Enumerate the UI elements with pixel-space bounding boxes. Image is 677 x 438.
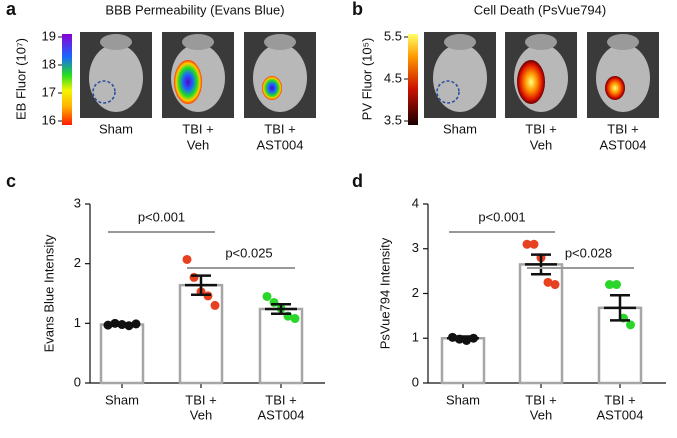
signal [605, 76, 625, 100]
panel-label: b [352, 0, 363, 19]
p-value: p<0.001 [478, 209, 525, 224]
brain-cerebellum [100, 34, 132, 50]
data-point [262, 291, 272, 301]
panel-title: BBB Permeability (Evans Blue) [105, 2, 284, 17]
data-point [210, 300, 220, 310]
data-point [550, 280, 560, 290]
group-label: Sham [443, 121, 477, 136]
y-tick-label: 1 [74, 315, 81, 330]
data-point [182, 254, 192, 264]
x-tick-label: Sham [446, 392, 480, 407]
colorbar-tick-label: 4.5 [384, 70, 402, 85]
y-tick-label: 1 [412, 330, 419, 345]
bar [99, 323, 145, 385]
brain [433, 44, 487, 112]
data-point [543, 277, 553, 287]
p-value: p<0.028 [565, 245, 612, 260]
colorbar [408, 34, 418, 125]
roi [436, 80, 460, 104]
data-point [522, 239, 532, 249]
y-tick-label: 0 [74, 374, 81, 389]
group-label: TBI + [264, 121, 295, 136]
group-label: TBI + [182, 121, 213, 136]
brain-cerebellum [607, 34, 639, 50]
p-value: p<0.001 [138, 209, 185, 224]
colorbar-tick-label: 19 [42, 28, 56, 43]
x-tick-label: TBI + [525, 392, 556, 407]
group-label: Veh [530, 137, 552, 152]
group-label: AST004 [257, 137, 304, 152]
colorbar [62, 34, 72, 125]
y-tick-label: 3 [412, 240, 419, 255]
data-point [529, 239, 539, 249]
data-point [189, 272, 199, 282]
signal [517, 60, 545, 104]
brain [89, 44, 143, 112]
data-point [605, 280, 614, 290]
brain-cerebellum [444, 34, 476, 50]
data-point [612, 280, 621, 290]
group-label: TBI + [607, 121, 638, 136]
panel-label: c [6, 171, 16, 191]
x-tick-label: TBI + [265, 392, 296, 407]
y-tick-label: 2 [74, 255, 81, 270]
y-tick-label: 4 [412, 195, 419, 210]
brain-cerebellum [264, 34, 296, 50]
data-point [626, 320, 635, 330]
colorbar-tick-label: 16 [42, 112, 56, 127]
brain-cerebellum [525, 34, 557, 50]
panel-label: d [352, 171, 363, 191]
roi [92, 80, 116, 104]
x-tick-label: TBI + [604, 392, 635, 407]
x-tick-label: TBI + [185, 392, 216, 407]
y-axis-label: PsVue794 Intensity [377, 237, 392, 349]
colorbar-label: EB Fluor (10⁷) [13, 38, 28, 120]
x-tick-label: AST004 [597, 407, 644, 422]
bar [440, 337, 486, 385]
x-tick-label: Veh [190, 407, 212, 422]
y-tick-label: 0 [412, 374, 419, 389]
colorbar-label: PV Fluor (10⁵) [359, 38, 374, 121]
group-label: Sham [99, 121, 133, 136]
data-point [269, 297, 279, 307]
panel-label: a [6, 0, 17, 19]
bar [178, 283, 224, 385]
group-label: AST004 [600, 137, 647, 152]
y-tick-label: 2 [412, 285, 419, 300]
colorbar-tick-label: 17 [42, 84, 56, 99]
signal [262, 76, 282, 100]
y-axis-label: Evans Blue Intensity [41, 234, 56, 352]
colorbar-tick-label: 5.5 [384, 28, 402, 43]
y-tick-label: 3 [74, 195, 81, 210]
brain [253, 44, 307, 112]
colorbar-tick-label: 3.5 [384, 112, 402, 127]
x-tick-label: Veh [530, 407, 552, 422]
data-point [290, 314, 300, 324]
p-value: p<0.025 [225, 245, 272, 260]
group-label: TBI + [525, 121, 556, 136]
panel-title: Cell Death (PsVue794) [474, 2, 606, 17]
colorbar-tick-label: 18 [42, 56, 56, 71]
brain [596, 44, 650, 112]
brain-cerebellum [182, 34, 214, 50]
group-label: Veh [187, 137, 209, 152]
signal [174, 60, 202, 104]
x-tick-label: AST004 [258, 407, 305, 422]
x-tick-label: Sham [105, 392, 139, 407]
